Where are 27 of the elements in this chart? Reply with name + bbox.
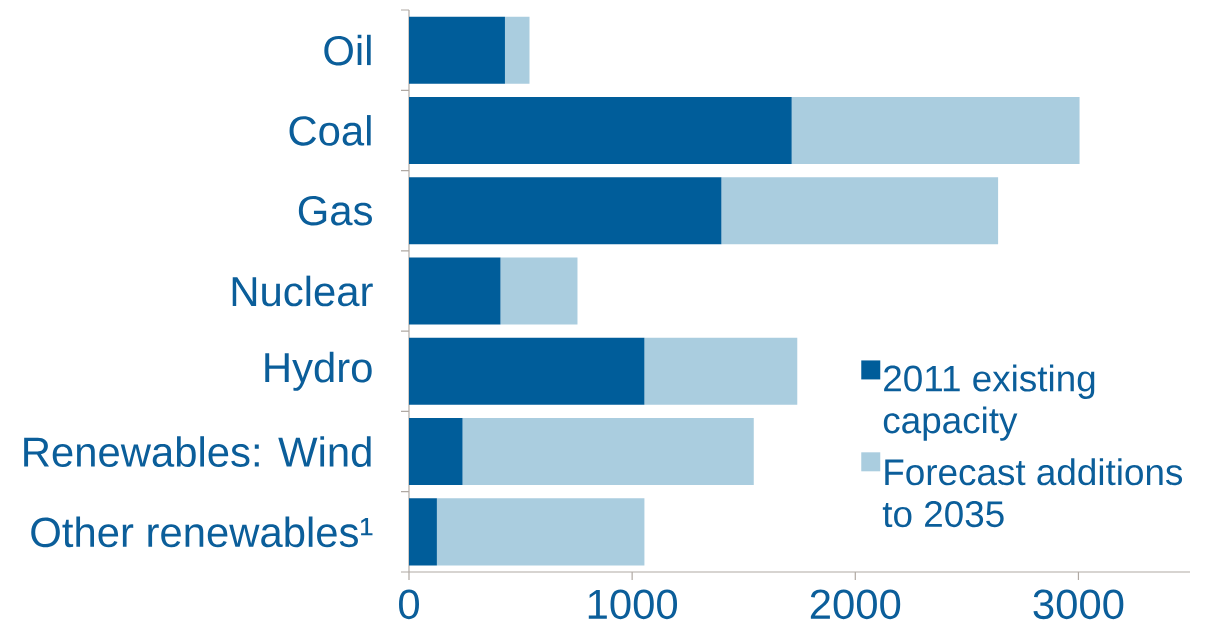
legend-label: Forecast additions to 2035 — [882, 458, 1183, 528]
y-tick-label: Hydro — [265, 351, 372, 391]
legend-label: 2011 existing capacity — [883, 364, 1095, 441]
bar — [721, 177, 999, 245]
bar — [500, 257, 578, 325]
bar — [409, 96, 792, 164]
x-tick-label: 3000 — [1033, 589, 1124, 620]
y-tick-label: Coal — [289, 115, 371, 146]
bar — [409, 177, 722, 245]
x-tick-label: 1000 — [588, 589, 678, 620]
y-tick-label: Other renewables¹ — [31, 516, 373, 548]
bar — [644, 337, 798, 405]
bar — [504, 16, 530, 84]
y-tick-label: Oil — [324, 34, 371, 66]
bar — [409, 418, 463, 486]
bar — [409, 16, 505, 84]
y-tick-label: Renewables: Wind — [24, 436, 371, 467]
y-tick-label: Nuclear — [232, 275, 373, 307]
bar — [409, 498, 437, 566]
bar — [409, 257, 501, 325]
bar — [462, 418, 754, 486]
x-tick-label: 2000 — [810, 589, 901, 620]
x-tick-label: 0 — [399, 589, 420, 620]
bar — [791, 96, 1080, 164]
y-tick-label: Gas — [298, 195, 372, 226]
bar — [409, 337, 645, 405]
bar — [436, 498, 645, 566]
